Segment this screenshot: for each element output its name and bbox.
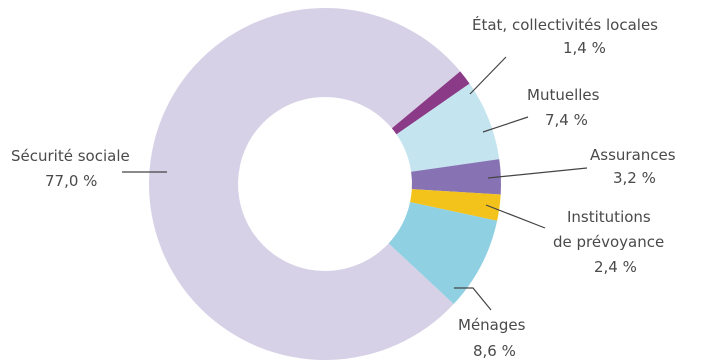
value-mutuelles: 7,4 % xyxy=(545,111,588,129)
label-securite-sociale: Sécurité sociale xyxy=(11,147,130,165)
value-menages: 8,6 % xyxy=(473,342,516,360)
value-securite-sociale: 77,0 % xyxy=(45,172,97,190)
slice-etat xyxy=(391,71,470,135)
value-etat: 1,4 % xyxy=(563,39,606,57)
value-institutions: 2,4 % xyxy=(594,258,637,276)
leader-line-menages xyxy=(454,287,492,311)
slice-assurances xyxy=(411,159,502,195)
leader-line-assurances xyxy=(487,167,588,179)
label-institutions-line2: de prévoyance xyxy=(553,233,664,251)
slice-menages xyxy=(388,202,498,305)
label-menages: Ménages xyxy=(458,316,526,334)
label-assurances: Assurances xyxy=(590,146,676,164)
label-institutions-line1: Institutions xyxy=(567,208,651,226)
leader-line-etat xyxy=(469,56,507,95)
slice-institutions xyxy=(410,189,501,221)
slice-securite-sociale xyxy=(149,7,461,360)
leader-line-institutions xyxy=(485,204,546,229)
label-mutuelles: Mutuelles xyxy=(527,86,600,104)
leader-line-mutuelles xyxy=(482,116,529,133)
donut-slices xyxy=(149,7,502,360)
value-assurances: 3,2 % xyxy=(613,169,656,187)
slice-mutuelles xyxy=(396,83,500,172)
label-etat: État, collectivités locales xyxy=(472,15,658,34)
